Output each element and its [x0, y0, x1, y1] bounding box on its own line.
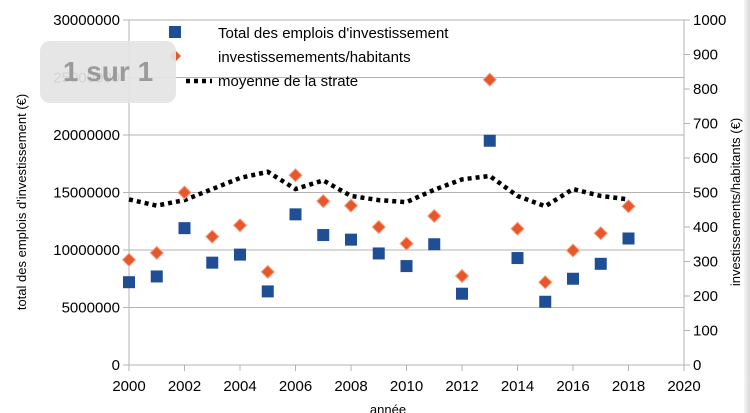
y-right-tick-label: 300 [693, 254, 718, 271]
axes [123, 19, 690, 371]
per-habitant-point [288, 168, 303, 183]
per-habitant-point [510, 221, 525, 236]
y-right-tick-label: 800 [693, 81, 718, 98]
per-habitant-point [177, 185, 192, 200]
y-right-tick-label: 700 [693, 116, 718, 133]
y-right-tick-label: 600 [693, 150, 718, 167]
total-point [594, 257, 607, 270]
series [121, 72, 636, 308]
total-point [206, 256, 219, 269]
x-tick-label: 2008 [334, 378, 367, 395]
total-point [261, 285, 274, 298]
x-tick-label: 2018 [612, 378, 645, 395]
legend-total-label: Total des emplois d'investissement [218, 25, 449, 42]
y-right-tick-label: 200 [693, 288, 718, 305]
y-right-tick-label: 500 [693, 185, 718, 202]
y-left-tick-label: 20000000 [53, 127, 120, 144]
per-habitant-point [260, 264, 275, 280]
x-tick-label: 2010 [390, 378, 423, 395]
legend-total-marker [169, 26, 181, 38]
y-left-tick-label: 15000000 [53, 185, 120, 202]
per-habitant-point [482, 72, 497, 87]
y-left-tick-label: 0 [112, 357, 120, 374]
per-habitant-point [565, 243, 581, 258]
x-tick-label: 2000 [112, 378, 145, 395]
per-habitant-point [593, 226, 608, 241]
per-habitant-point [232, 218, 248, 233]
x-tick-label: 2016 [556, 378, 589, 395]
total-point [289, 208, 302, 221]
per-habitant-point [371, 219, 386, 235]
per-habitant-point [399, 236, 414, 251]
total-point [123, 276, 135, 289]
total-point [567, 272, 579, 285]
total-point [234, 248, 246, 261]
legend-per-habitant-label: investissemements/habitants [218, 49, 411, 66]
y-axis-label-left: total des emplois d'investissement (€) [14, 94, 29, 310]
y-left-tick-label: 10000000 [53, 242, 120, 259]
window-edge [744, 0, 750, 413]
x-tick-label: 2012 [445, 378, 478, 395]
x-tick-label: 2006 [279, 378, 312, 395]
y-right-tick-label: 1000 [693, 12, 726, 29]
per-habitant-point [316, 193, 331, 209]
y-left-tick-label: 5000000 [62, 300, 120, 317]
per-habitant-point [343, 198, 359, 213]
total-point [317, 229, 330, 242]
y-left-tick-label: 30000000 [53, 12, 120, 29]
moyenne-line [128, 169, 629, 209]
per-habitant-point [149, 245, 164, 261]
x-tick-label: 2014 [501, 378, 534, 395]
x-tick-label: 2020 [667, 378, 700, 395]
per-habitant-point [454, 268, 470, 284]
per-habitant-point [121, 252, 137, 267]
total-point [428, 238, 441, 251]
x-axis-label: année [370, 402, 406, 413]
x-tick-label: 2002 [168, 378, 201, 395]
y-right-tick-label: 400 [693, 219, 718, 236]
total-point [622, 232, 635, 245]
total-point [150, 270, 163, 283]
total-point [483, 134, 496, 147]
legend: Total des emplois d'investissement invest… [169, 25, 449, 90]
y-right-tick-label: 900 [693, 47, 718, 64]
per-habitant-point [621, 199, 636, 214]
per-habitant-point [427, 208, 442, 224]
total-point [400, 260, 413, 273]
per-habitant-point [538, 274, 553, 290]
grid [129, 19, 684, 366]
page-indicator-badge: 1 sur 1 [40, 41, 176, 103]
total-point [539, 295, 552, 308]
total-point [511, 252, 524, 265]
total-point [456, 287, 468, 300]
total-point [372, 247, 385, 260]
y-right-tick-label: 0 [693, 357, 701, 374]
y-axis-label-right: investissements/habitants (€) [728, 118, 743, 286]
total-point [178, 222, 191, 235]
y-right-tick-label: 100 [693, 323, 718, 340]
per-habitant-point [205, 229, 220, 244]
legend-moyenne-label: moyenne de la strate [218, 73, 358, 90]
total-point [345, 233, 357, 246]
x-tick-label: 2004 [223, 378, 256, 395]
